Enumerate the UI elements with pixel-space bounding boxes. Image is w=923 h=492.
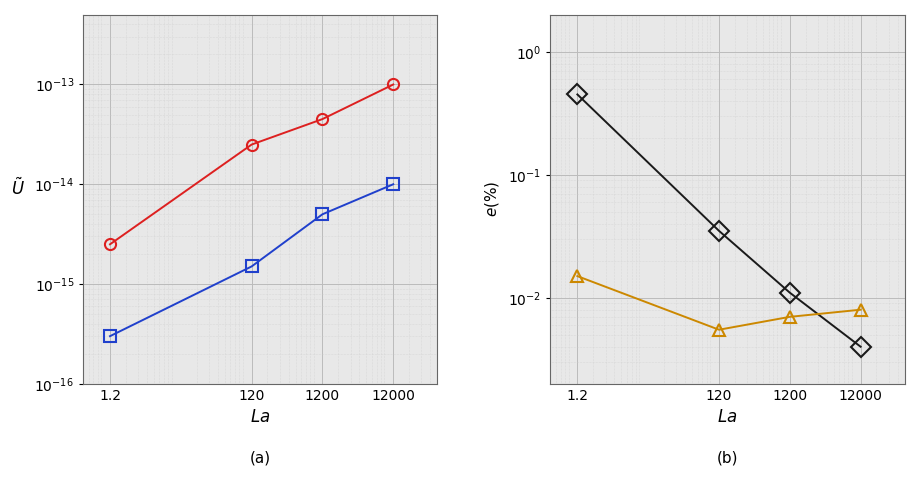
Y-axis label: $e(\%)$: $e(\%)$ [484,181,501,217]
Text: (a): (a) [249,450,270,465]
Text: (b): (b) [717,450,738,465]
X-axis label: $La$: $La$ [250,408,270,426]
X-axis label: $La$: $La$ [717,408,737,426]
Y-axis label: $\tilde{U}$: $\tilde{U}$ [11,178,25,199]
